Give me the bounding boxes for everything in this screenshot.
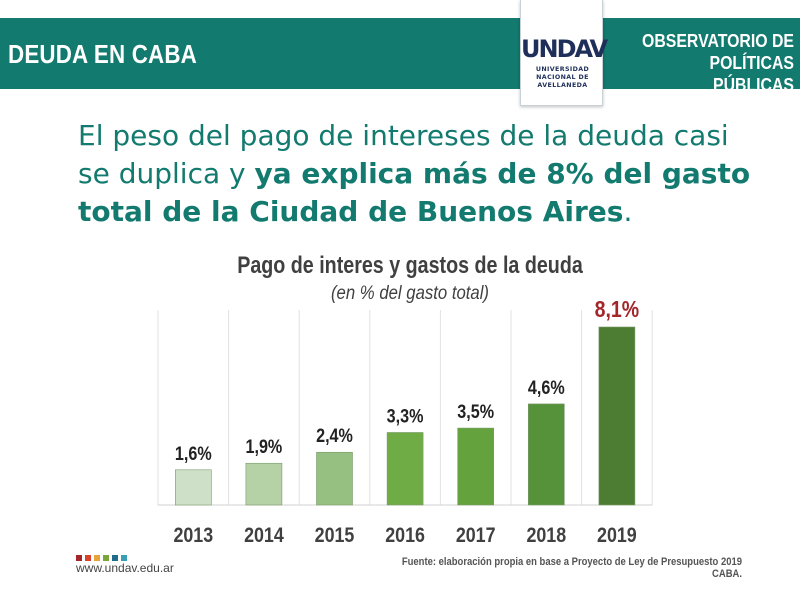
x-tick-label: 2016 xyxy=(385,524,425,548)
x-tick-label: 2017 xyxy=(456,524,496,548)
logo-line1: UNIVERSIDAD xyxy=(535,66,590,73)
logo-line2: NACIONAL DE xyxy=(536,74,589,81)
data-label: 2,4% xyxy=(316,425,353,447)
headline-highlight: ya explica más de 8% del gasto total de … xyxy=(78,157,751,228)
section-title: DEUDA EN CABA xyxy=(8,39,197,69)
bar-2013 xyxy=(175,469,212,506)
data-label: 1,6% xyxy=(175,443,212,465)
x-tick-label: 2018 xyxy=(526,524,566,548)
bar-2018 xyxy=(527,403,565,506)
brand-dot xyxy=(103,555,109,561)
bar-2014 xyxy=(245,462,283,506)
x-tick-label: 2014 xyxy=(244,524,284,548)
brand-dots xyxy=(76,548,130,561)
observatory-title: OBSERVATORIO DE POLÍTICAS PÚBLICAS xyxy=(604,30,794,96)
website-link[interactable]: www.undav.edu.ar xyxy=(76,561,174,575)
bar-2015 xyxy=(316,451,353,506)
data-label: 3,5% xyxy=(457,401,494,423)
bar-2017 xyxy=(457,427,495,506)
brand-dot xyxy=(76,555,82,561)
chart-title: Pago de interes y gastos de la deuda xyxy=(237,252,583,279)
chart-subtitle: (en % del gasto total) xyxy=(330,283,489,304)
logo-line3: AVELLANEDA xyxy=(537,82,588,89)
data-label: 1,9% xyxy=(245,436,282,458)
bar-2016 xyxy=(386,432,424,506)
data-label: 3,3% xyxy=(387,405,424,427)
undav-logo: UNDAV UNIVERSIDAD NACIONAL DE AVELLANEDA xyxy=(520,0,608,106)
x-tick-label: 2015 xyxy=(315,524,355,548)
observatory-title-line1: OBSERVATORIO DE xyxy=(642,31,794,51)
brand-dot xyxy=(112,555,118,561)
brand-dot xyxy=(121,555,127,561)
logo-mark: UNDAV xyxy=(521,35,608,63)
headline-end: . xyxy=(623,195,633,228)
data-label: 4,6% xyxy=(528,377,565,399)
source-note: Fuente: elaboración propia en base a Pro… xyxy=(401,556,742,580)
headline: El peso del pago de intereses de la deud… xyxy=(78,117,758,231)
brand-dot xyxy=(85,555,91,561)
x-tick-label: 2019 xyxy=(597,524,637,548)
observatory-title-line2: POLÍTICAS PÚBLICAS xyxy=(709,53,794,95)
headline-part1: El peso del pago de intereses de la deud… xyxy=(78,119,729,190)
bar-2019 xyxy=(598,326,636,506)
header-bar xyxy=(0,18,800,89)
brand-dot xyxy=(94,555,100,561)
x-tick-label: 2013 xyxy=(173,524,213,548)
data-label: 8,1% xyxy=(595,297,640,323)
